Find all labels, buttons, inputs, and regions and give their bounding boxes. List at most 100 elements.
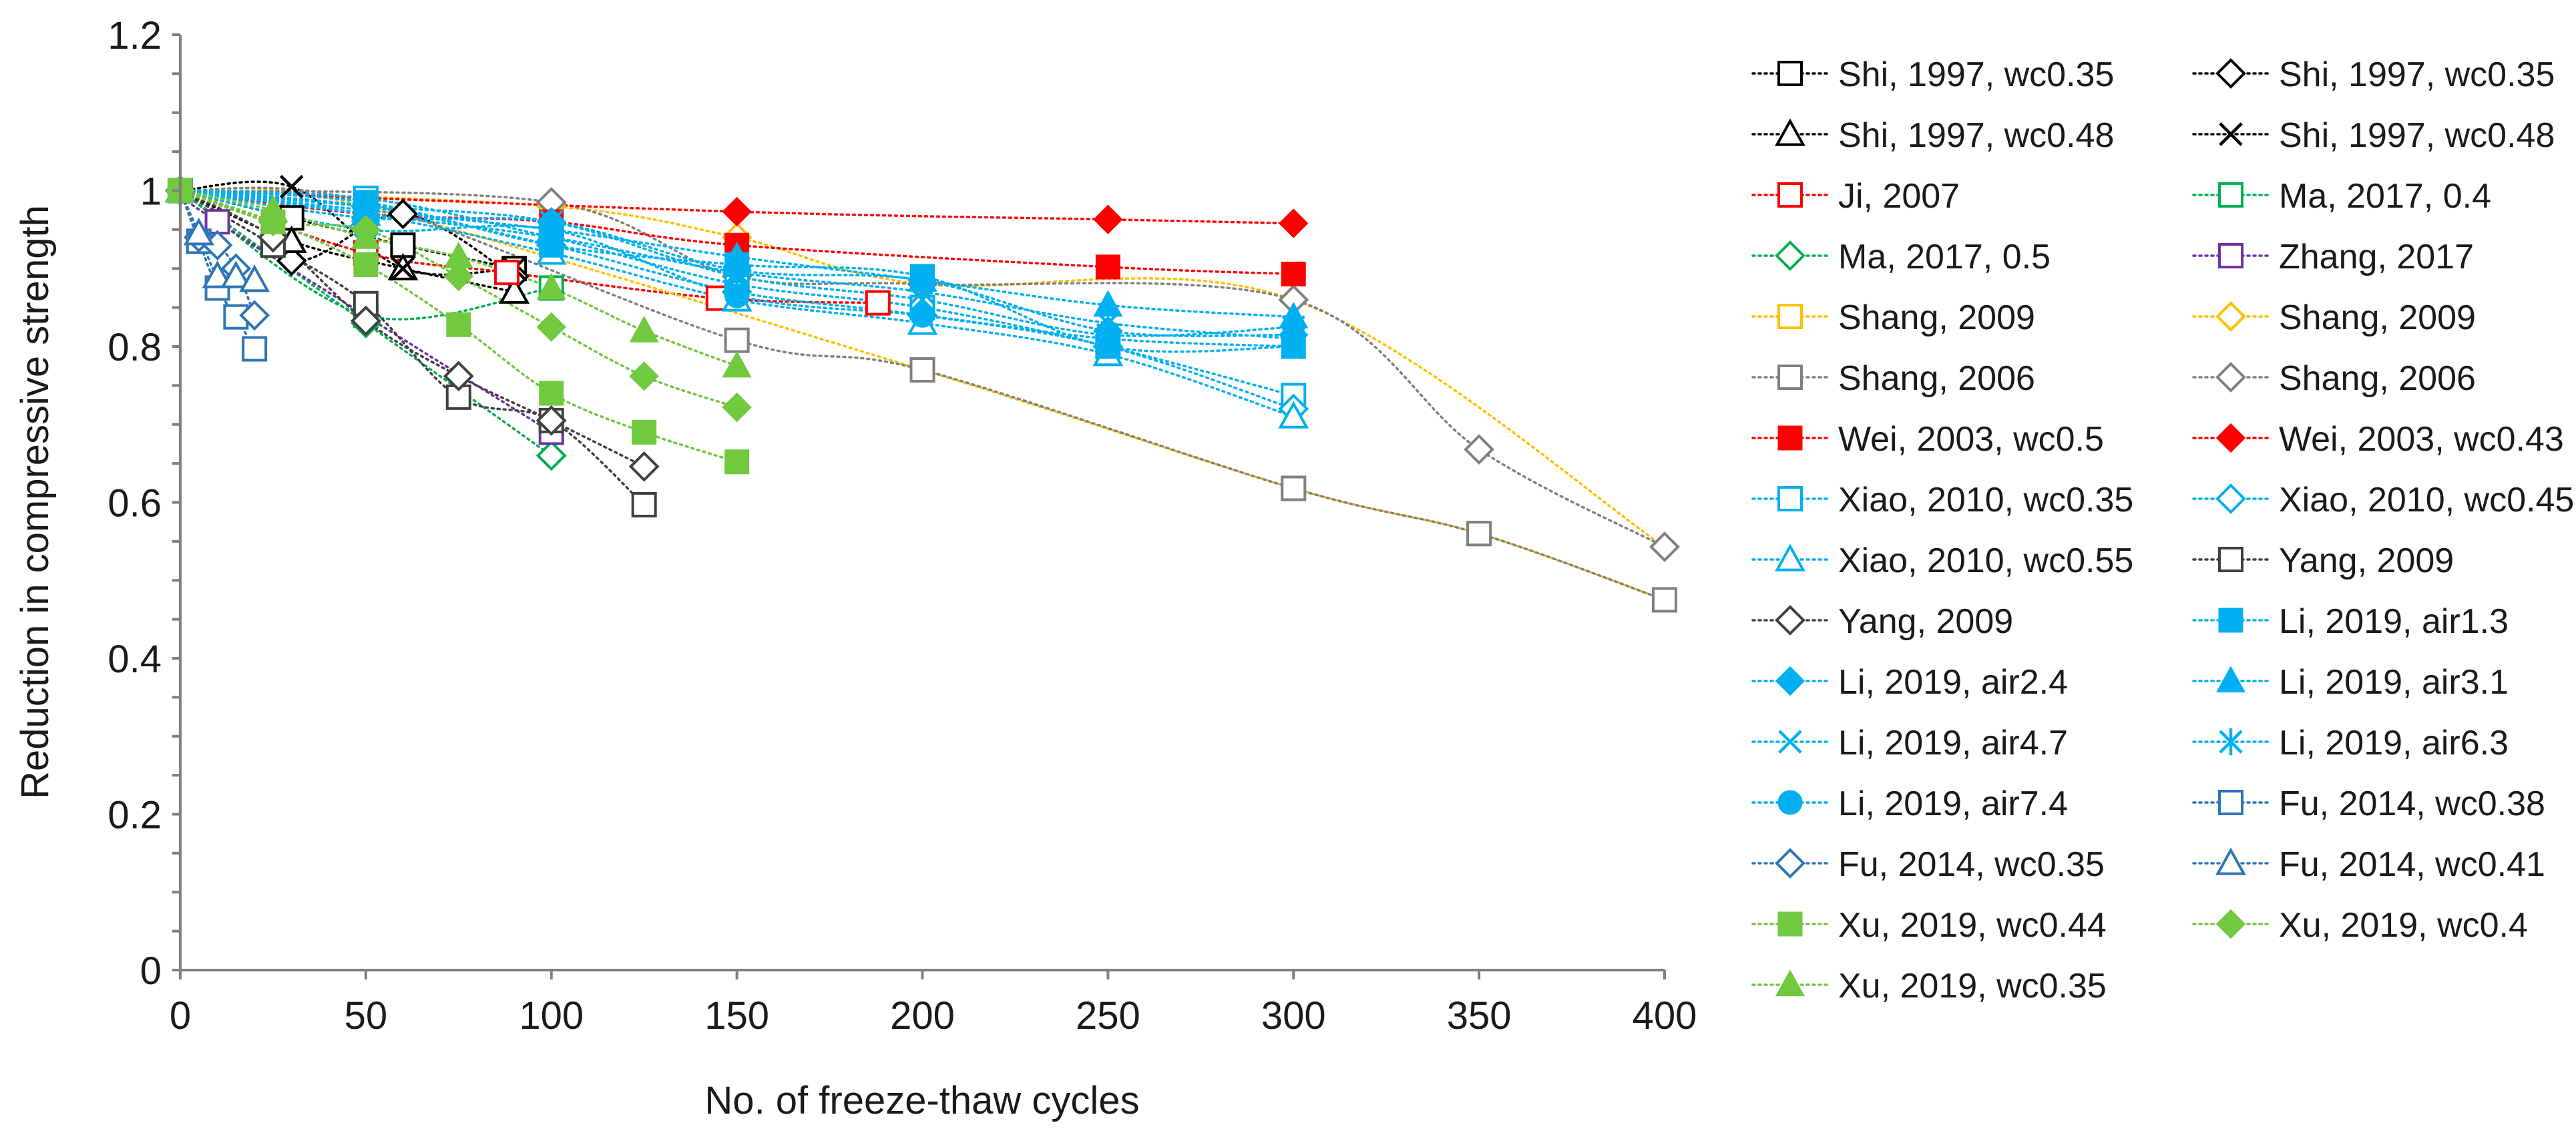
legend-label: Li, 2019, air3.1 <box>2279 663 2509 702</box>
axes: 0 0.2 0.4 0.6 0.8 1 1.2 0 50 100 150 200 250 300 350 4… <box>13 14 1697 1122</box>
legend-marker <box>2218 608 2243 633</box>
legend-item: Fu, 2014, wc0.35 <box>1751 845 2105 884</box>
data-point <box>539 381 564 406</box>
x-tick-label: 250 <box>1076 994 1140 1038</box>
data-point <box>539 217 564 242</box>
data-point <box>629 361 659 391</box>
data-point <box>220 260 252 288</box>
data-point <box>1281 261 1306 286</box>
legend-label: Xiao, 2010, wc0.35 <box>1838 481 2133 519</box>
x-tick-label: 300 <box>1261 994 1326 1038</box>
data-point <box>1649 531 1680 562</box>
data-point <box>258 195 288 222</box>
legend-marker <box>2215 301 2246 332</box>
legend-item: Xu, 2019, wc0.4 <box>2192 906 2528 945</box>
data-point <box>239 300 270 331</box>
data-point <box>1281 475 1307 501</box>
x-tick-label: 400 <box>1633 994 1697 1038</box>
data-point <box>536 272 566 300</box>
data-point <box>350 305 381 336</box>
data-point <box>242 336 268 362</box>
data-point <box>239 264 270 292</box>
legend-label: Ji, 2007 <box>1838 177 1960 216</box>
x-minor-ticks <box>179 970 1666 979</box>
legend-item: Fu, 2014, wc0.41 <box>2192 845 2545 884</box>
data-point <box>722 351 752 378</box>
data-point <box>443 261 473 292</box>
legend-item: Wei, 2003, wc0.43 <box>2192 420 2564 459</box>
legend-item: Xu, 2019, wc0.44 <box>1751 906 2107 945</box>
legend-item: Shi, 1997, wc0.48 <box>1751 116 2114 155</box>
data-point <box>1464 434 1495 465</box>
legend-label: Shi, 1997, wc0.35 <box>2279 55 2555 94</box>
legend-marker <box>2215 483 2246 514</box>
legend-marker <box>1775 848 1805 879</box>
x-tick-label: 200 <box>890 994 955 1038</box>
legend-item: Xiao, 2010, wc0.45 <box>2192 481 2574 519</box>
legend-label: Ma, 2017, 0.4 <box>2279 177 2491 216</box>
x-tick-label: 100 <box>519 994 584 1038</box>
legend-label: Yang, 2009 <box>2279 541 2454 580</box>
legend-marker <box>1775 543 1805 572</box>
data-point <box>279 174 304 199</box>
legend-item: Ji, 2007 <box>1751 177 1960 216</box>
legend-item: Shang, 2006 <box>1751 359 2035 398</box>
legend-label: Li, 2019, air2.4 <box>1838 663 2068 702</box>
legend-label: Li, 2019, air6.3 <box>2279 724 2509 762</box>
legend-marker <box>1775 118 1805 146</box>
data-point <box>1093 290 1123 317</box>
legend-label: Shang, 2006 <box>1838 359 2035 398</box>
data-point <box>443 242 473 268</box>
y-axis-title: Reduction in compressive strength <box>13 205 57 799</box>
legend-label: Zhang, 2017 <box>2279 238 2474 276</box>
legend-label: Shang, 2006 <box>2279 359 2476 398</box>
legend-label: Fu, 2014, wc0.35 <box>1838 845 2105 884</box>
legend-label: Shang, 2009 <box>2279 298 2476 337</box>
legend-marker <box>2219 728 2243 756</box>
x-tick-labels: 0 50 100 150 200 250 300 350 400 <box>170 994 1697 1038</box>
y-tick-labels: 0 0.2 0.4 0.6 0.8 1 1.2 <box>108 14 162 993</box>
legend-label: Li, 2019, air7.4 <box>1838 784 2068 823</box>
data-point <box>202 260 233 288</box>
legend-label: Wei, 2003, wc0.43 <box>2279 420 2564 459</box>
data-point <box>865 290 891 316</box>
data-point <box>722 392 752 423</box>
legend-label: Wei, 2003, wc0.5 <box>1838 420 2104 459</box>
legend-item: Yang, 2009 <box>1751 602 2013 641</box>
y-tick-label: 0.8 <box>108 326 162 369</box>
legend-marker <box>1777 911 1803 937</box>
y-tick-label: 0.2 <box>108 794 162 837</box>
data-point <box>632 419 657 445</box>
y-tick-label: 0.4 <box>108 638 162 681</box>
data-point <box>387 198 419 230</box>
legend-marker <box>2218 243 2243 268</box>
legend-item: Li, 2019, air1.3 <box>2192 602 2509 641</box>
legend-item: Li, 2019, air7.4 <box>1751 784 2068 823</box>
y-tick-label: 1.2 <box>108 14 162 57</box>
legend-item: Li, 2019, air3.1 <box>2192 663 2509 702</box>
legend-marker <box>1775 605 1805 636</box>
data-point <box>535 440 567 471</box>
legend-item: Xiao, 2010, wc0.35 <box>1751 481 2133 519</box>
legend-marker <box>2218 790 2243 815</box>
legend-marker <box>1775 240 1805 271</box>
legend-label: Fu, 2014, wc0.38 <box>2279 784 2545 823</box>
data-point <box>535 405 567 436</box>
y-tick-label: 0 <box>140 949 162 993</box>
data-point <box>536 312 566 342</box>
legend-label: Xu, 2019, wc0.35 <box>1838 967 2107 1005</box>
legend-marker <box>2215 847 2246 875</box>
legend-marker <box>1777 61 1803 86</box>
legend-item: Ma, 2017, 0.4 <box>2192 177 2491 216</box>
legend-item: Li, 2019, air2.4 <box>1751 663 2068 702</box>
legend-item: Fu, 2014, wc0.38 <box>2192 784 2545 823</box>
legend-item: Shang, 2009 <box>2192 298 2476 337</box>
data-point <box>1466 521 1492 547</box>
legend-marker <box>1777 790 1803 815</box>
legend-item: Zhang, 2017 <box>2192 238 2474 276</box>
legend-marker <box>1777 365 1803 390</box>
legend-marker <box>1778 730 1802 754</box>
legend-marker <box>2215 423 2246 453</box>
data-point <box>1279 208 1309 238</box>
